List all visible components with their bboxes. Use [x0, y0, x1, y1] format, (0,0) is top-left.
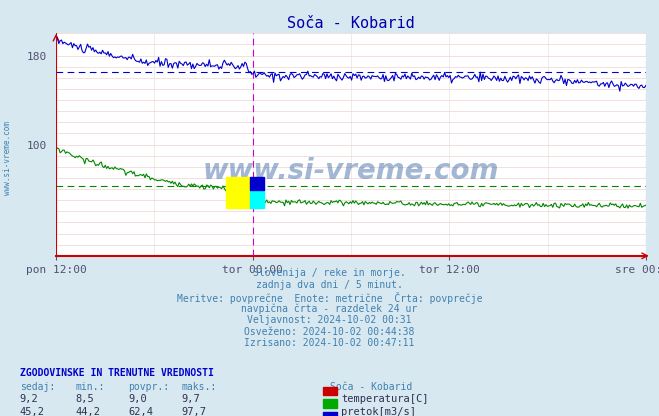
- Bar: [226, 177, 250, 208]
- Title: Soča - Kobarid: Soča - Kobarid: [287, 16, 415, 31]
- Text: ZGODOVINSKE IN TRENUTNE VREDNOSTI: ZGODOVINSKE IN TRENUTNE VREDNOSTI: [20, 368, 214, 378]
- Text: maks.:: maks.:: [181, 382, 216, 392]
- Text: 44,2: 44,2: [76, 407, 101, 416]
- Text: www.si-vreme.com: www.si-vreme.com: [203, 157, 499, 185]
- Text: temperatura[C]: temperatura[C]: [341, 394, 429, 404]
- Text: 8,5: 8,5: [76, 394, 94, 404]
- Text: sedaj:: sedaj:: [20, 382, 55, 392]
- Text: www.si-vreme.com: www.si-vreme.com: [3, 121, 13, 195]
- Text: zadnja dva dni / 5 minut.: zadnja dva dni / 5 minut.: [256, 280, 403, 290]
- Text: Soča - Kobarid: Soča - Kobarid: [330, 382, 412, 392]
- Bar: [250, 177, 264, 190]
- Text: Veljavnost: 2024-10-02 00:31: Veljavnost: 2024-10-02 00:31: [247, 315, 412, 325]
- Text: 9,0: 9,0: [129, 394, 147, 404]
- Text: 9,2: 9,2: [20, 394, 38, 404]
- Text: 62,4: 62,4: [129, 407, 154, 416]
- Text: Meritve: povprečne  Enote: metrične  Črta: povprečje: Meritve: povprečne Enote: metrične Črta:…: [177, 292, 482, 304]
- Text: Slovenija / reke in morje.: Slovenija / reke in morje.: [253, 268, 406, 278]
- Text: navpična črta - razdelek 24 ur: navpična črta - razdelek 24 ur: [241, 303, 418, 314]
- Text: pretok[m3/s]: pretok[m3/s]: [341, 407, 416, 416]
- Text: 97,7: 97,7: [181, 407, 206, 416]
- Text: 45,2: 45,2: [20, 407, 45, 416]
- Bar: [250, 190, 264, 208]
- Text: povpr.:: povpr.:: [129, 382, 169, 392]
- Text: Osveženo: 2024-10-02 00:44:38: Osveženo: 2024-10-02 00:44:38: [244, 327, 415, 337]
- Text: 9,7: 9,7: [181, 394, 200, 404]
- Text: Izrisano: 2024-10-02 00:47:11: Izrisano: 2024-10-02 00:47:11: [244, 338, 415, 348]
- Text: min.:: min.:: [76, 382, 105, 392]
